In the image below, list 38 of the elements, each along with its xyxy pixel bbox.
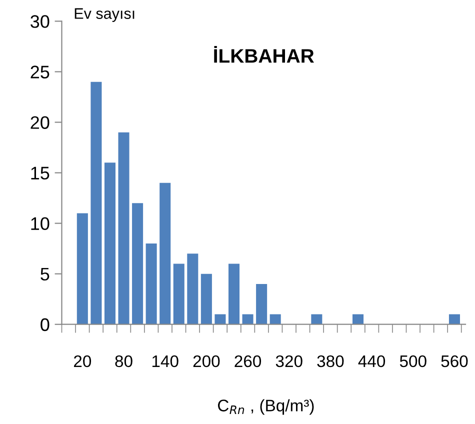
y-tick-label: 10 [31,217,50,230]
bar [118,132,130,324]
x-tick-label: 320 [276,355,302,368]
bar [270,314,281,324]
y-tick-label: 15 [31,166,50,180]
x-tick-label: 560 [441,355,468,368]
bar [160,182,171,324]
text: İLKBAHAR [214,46,314,63]
x-tick-label: 440 [358,355,386,368]
y-tick-label: 0 [40,318,50,332]
bar [311,314,322,324]
x-tick-label: 140 [152,355,178,368]
bar [214,314,226,324]
bar [104,162,116,324]
x-tick-label: 260 [234,355,262,368]
bar [256,284,268,324]
bar [187,254,198,324]
bar [132,203,144,324]
y-tick-label: 25 [30,66,50,78]
y-tick-label: 30 [30,15,50,28]
y-axis-title: Ev sayısı [74,8,134,22]
bar [352,314,364,324]
bar [228,264,240,324]
x-tick-label: 80 [115,355,132,368]
bar [90,82,102,324]
x-tick-label: 380 [317,355,344,368]
bar [200,274,212,324]
x-axis-title: C$_{Rn}$ , (Bq/m³) [218,399,314,415]
bar [448,314,460,324]
x-tick-label: 200 [193,355,220,368]
bar [76,213,88,324]
bar [173,264,184,324]
bar [242,314,254,324]
y-tick-label: 20 [30,116,50,129]
bar [146,244,157,324]
y-tick-label: 5 [40,268,50,281]
x-tick-label: 20 [74,355,92,368]
x-tick-label: 500 [400,355,426,368]
